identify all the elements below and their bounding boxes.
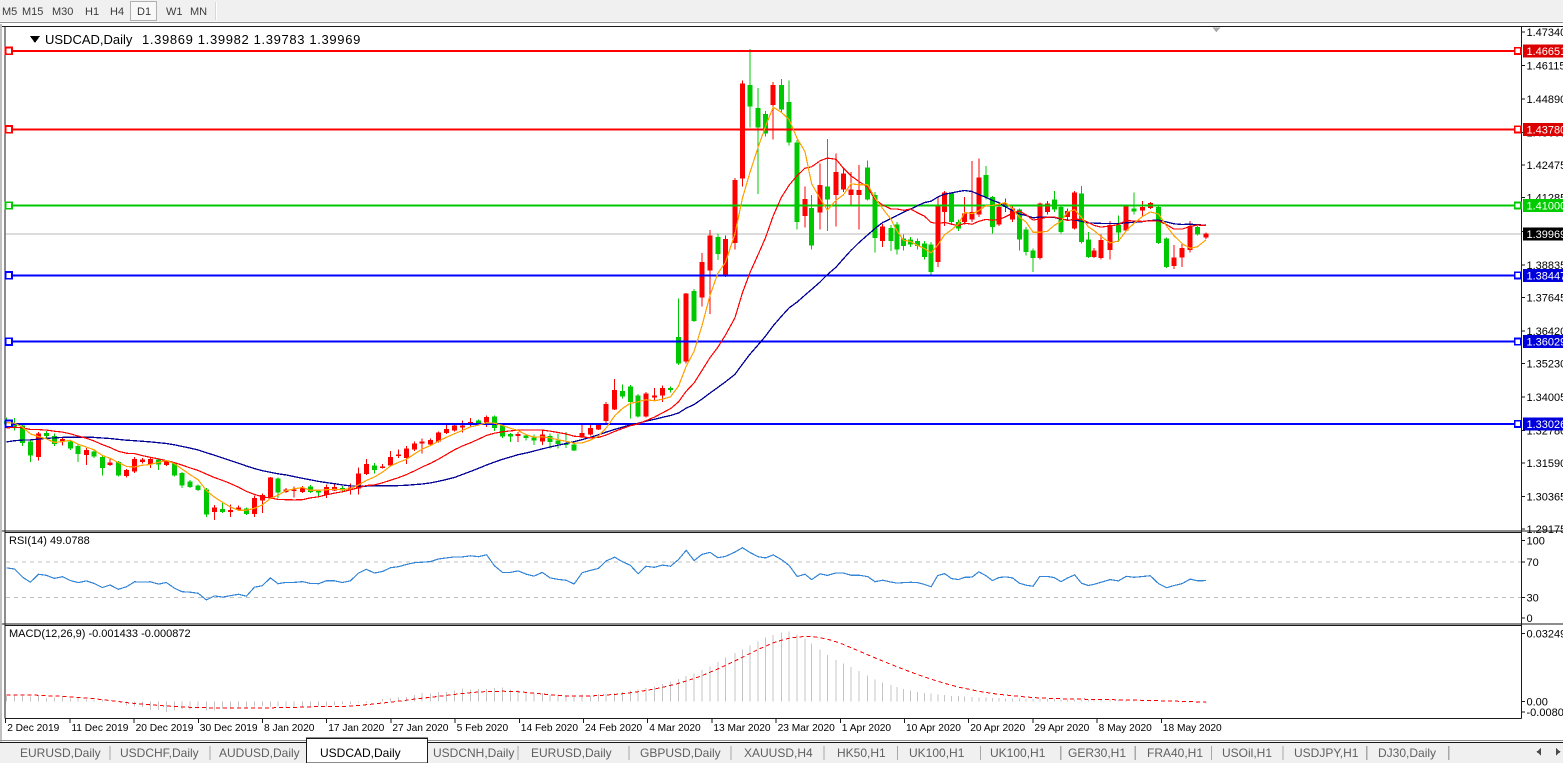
svg-text:1.33026: 1.33026 — [1527, 419, 1563, 431]
svg-text:24 Feb 2020: 24 Feb 2020 — [585, 723, 643, 734]
svg-text:100: 100 — [1527, 535, 1545, 547]
svg-text:M15: M15 — [22, 6, 43, 18]
svg-text:HK50,H1: HK50,H1 — [837, 746, 886, 760]
svg-text:1.47340: 1.47340 — [1527, 27, 1563, 39]
svg-text:1.41000: 1.41000 — [1527, 201, 1563, 213]
svg-text:EURUSD,Daily: EURUSD,Daily — [20, 746, 101, 760]
svg-text:MACD(12,26,9) -0.001433 -0.000: MACD(12,26,9) -0.001433 -0.000872 — [9, 628, 191, 640]
svg-text:1.38447: 1.38447 — [1527, 270, 1563, 282]
svg-text:0.032493: 0.032493 — [1527, 629, 1563, 641]
svg-text:DJ30,Daily: DJ30,Daily — [1378, 746, 1436, 760]
svg-text:23 Mar 2020: 23 Mar 2020 — [778, 723, 836, 734]
svg-text:UK100,H1: UK100,H1 — [990, 746, 1046, 760]
svg-text:M30: M30 — [52, 6, 73, 18]
svg-text:1.43780: 1.43780 — [1527, 124, 1563, 136]
svg-text:1.46115: 1.46115 — [1527, 61, 1563, 73]
svg-text:1.36029: 1.36029 — [1527, 337, 1563, 349]
svg-text:1.34005: 1.34005 — [1527, 392, 1563, 404]
svg-text:1.31590: 1.31590 — [1527, 458, 1563, 470]
svg-text:4 Mar 2020: 4 Mar 2020 — [649, 723, 701, 734]
svg-text:20 Dec 2019: 20 Dec 2019 — [136, 723, 194, 734]
svg-text:10 Apr 2020: 10 Apr 2020 — [906, 723, 961, 734]
svg-text:USDJPY,H1: USDJPY,H1 — [1294, 746, 1359, 760]
svg-text:GBPUSD,Daily: GBPUSD,Daily — [640, 746, 721, 760]
svg-text:XAUUSD,H4: XAUUSD,H4 — [744, 746, 813, 760]
svg-text:1.42475: 1.42475 — [1527, 160, 1563, 172]
svg-text:29 Apr 2020: 29 Apr 2020 — [1034, 723, 1089, 734]
svg-text:M5: M5 — [2, 6, 17, 18]
svg-text:RSI(14) 49.0788: RSI(14) 49.0788 — [9, 535, 90, 547]
svg-text:27 Jan 2020: 27 Jan 2020 — [392, 723, 448, 734]
svg-text:1.30365: 1.30365 — [1527, 492, 1563, 504]
svg-text:USDCAD,Daily: USDCAD,Daily — [45, 32, 133, 47]
svg-text:70: 70 — [1527, 557, 1539, 569]
svg-text:1 Apr 2020: 1 Apr 2020 — [842, 723, 892, 734]
svg-text:FRA40,H1: FRA40,H1 — [1147, 746, 1203, 760]
svg-text:14 Feb 2020: 14 Feb 2020 — [521, 723, 579, 734]
svg-text:-0.008086: -0.008086 — [1527, 707, 1563, 719]
svg-text:8 May 2020: 8 May 2020 — [1099, 723, 1153, 734]
svg-text:1.39869 1.39982 1.39783 1.3996: 1.39869 1.39982 1.39783 1.39969 — [142, 32, 361, 47]
svg-text:1.46651: 1.46651 — [1527, 46, 1563, 58]
svg-text:MN: MN — [190, 6, 207, 18]
svg-text:0: 0 — [1527, 613, 1533, 625]
svg-text:1.44890: 1.44890 — [1527, 94, 1563, 106]
svg-text:USOil,H1: USOil,H1 — [1222, 746, 1272, 760]
svg-text:20 Apr 2020: 20 Apr 2020 — [970, 723, 1025, 734]
svg-text:30 Dec 2019: 30 Dec 2019 — [200, 723, 258, 734]
svg-text:18 May 2020: 18 May 2020 — [1163, 723, 1222, 734]
svg-text:1.39969: 1.39969 — [1527, 229, 1563, 241]
svg-text:W1: W1 — [166, 6, 183, 18]
svg-text:USDCAD,Daily: USDCAD,Daily — [320, 746, 401, 760]
svg-text:UK100,H1: UK100,H1 — [909, 746, 965, 760]
svg-text:8 Jan 2020: 8 Jan 2020 — [264, 723, 315, 734]
svg-text:13 Mar 2020: 13 Mar 2020 — [713, 723, 771, 734]
svg-text:GER30,H1: GER30,H1 — [1068, 746, 1126, 760]
svg-text:11 Dec 2019: 11 Dec 2019 — [71, 723, 128, 734]
svg-text:USDCNH,Daily: USDCNH,Daily — [433, 746, 514, 760]
svg-text:H4: H4 — [110, 6, 124, 18]
svg-text:1.37645: 1.37645 — [1527, 292, 1563, 304]
svg-text:H1: H1 — [85, 6, 99, 18]
svg-text:AUDUSD,Daily: AUDUSD,Daily — [219, 746, 300, 760]
svg-text:2 Dec 2019: 2 Dec 2019 — [7, 723, 59, 734]
svg-text:USDCHF,Daily: USDCHF,Daily — [120, 746, 199, 760]
svg-text:D1: D1 — [137, 6, 151, 18]
svg-text:30: 30 — [1527, 593, 1539, 605]
svg-text:1.29175: 1.29175 — [1527, 524, 1563, 536]
svg-text:EURUSD,Daily: EURUSD,Daily — [531, 746, 612, 760]
svg-text:17 Jan 2020: 17 Jan 2020 — [328, 723, 384, 734]
svg-text:5 Feb 2020: 5 Feb 2020 — [457, 723, 509, 734]
svg-text:1.35230: 1.35230 — [1527, 359, 1563, 371]
